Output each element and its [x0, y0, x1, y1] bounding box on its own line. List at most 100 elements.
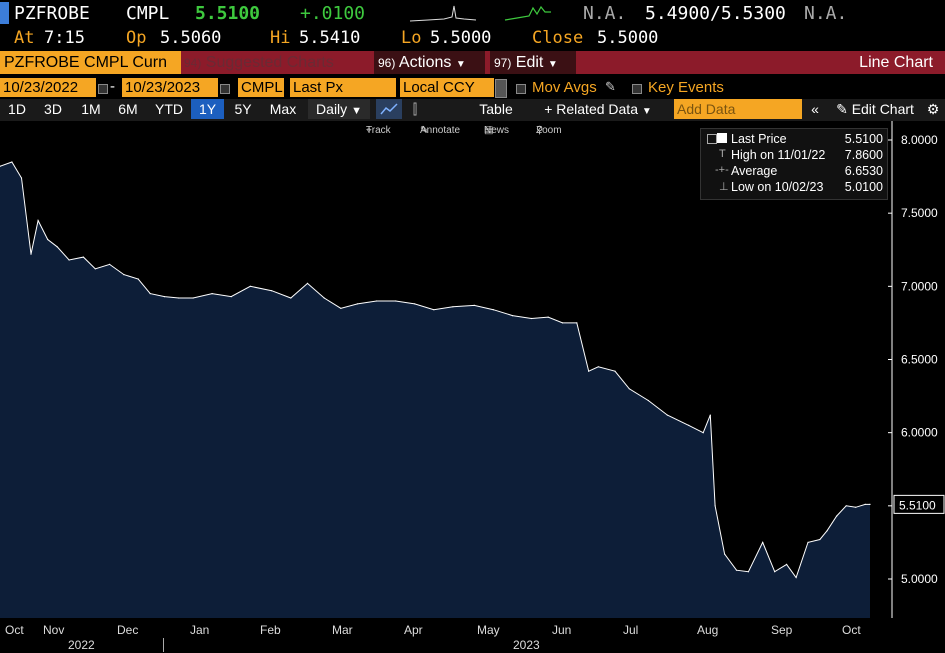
suggested-charts-number: 94)	[184, 56, 202, 70]
actions-menu[interactable]: 96) Actions ▼	[374, 51, 485, 74]
source-field[interactable]: CMPL	[238, 78, 284, 97]
period-max[interactable]: Max	[269, 101, 297, 117]
data-point	[614, 370, 616, 372]
data-point	[37, 219, 39, 222]
data-point	[795, 576, 797, 579]
data-point	[11, 161, 13, 163]
line-chart-icon[interactable]	[376, 99, 402, 119]
net-change: +.0100	[300, 3, 366, 24]
data-point	[0, 165, 1, 167]
calendar-icon[interactable]	[98, 84, 108, 94]
data-point	[826, 530, 828, 532]
edit-label: Edit	[515, 54, 544, 71]
x-tick-label: Oct	[5, 623, 24, 637]
key-events-label: Key Events	[648, 79, 724, 96]
table-button[interactable]: Table	[479, 101, 513, 117]
data-point	[597, 366, 599, 368]
data-point	[433, 309, 435, 311]
data-point	[762, 541, 764, 543]
period-1m[interactable]: 1M	[81, 101, 101, 117]
crosshair-icon: ⌖	[366, 125, 372, 136]
period-ytd[interactable]: YTD	[155, 101, 183, 117]
data-point	[306, 282, 309, 284]
data-point	[702, 432, 704, 434]
high-value: 5.5410	[299, 28, 361, 48]
data-point	[492, 309, 494, 311]
collapse-icon[interactable]: «	[811, 101, 819, 117]
frequency-dropdown[interactable]: Daily ▼	[308, 99, 370, 119]
key-events-checkbox[interactable]	[632, 84, 642, 94]
chevron-down-icon: ▼	[641, 106, 652, 117]
close-value: 5.5000	[597, 28, 659, 48]
field-selector[interactable]: Last Px	[290, 78, 396, 97]
period-6m[interactable]: 6M	[118, 101, 138, 117]
average-marker-icon: -+-	[715, 164, 729, 176]
price-area-fill	[0, 162, 870, 618]
period-3d[interactable]: 3D	[44, 101, 62, 117]
pencil-icon[interactable]: ✎	[605, 79, 616, 94]
end-date-field[interactable]: 10/23/2023	[122, 78, 218, 97]
data-point	[94, 268, 96, 270]
data-point	[178, 297, 180, 299]
range-dash: -	[110, 78, 115, 95]
calendar-icon[interactable]	[220, 84, 230, 94]
data-point	[666, 414, 669, 416]
open-value: 5.5060	[160, 28, 222, 48]
data-point	[561, 322, 564, 324]
exchange: CMPL	[126, 3, 170, 24]
start-date-field[interactable]: 10/23/2022	[0, 78, 96, 97]
data-point	[230, 296, 232, 298]
x-tick-label: Feb	[260, 623, 281, 637]
add-data-input[interactable]: Add Data	[674, 99, 802, 119]
data-point	[211, 293, 213, 295]
data-point	[356, 303, 359, 305]
actions-number: 96)	[378, 56, 396, 70]
news-icon: ▤	[484, 125, 494, 136]
y-tick-label: 6.5000	[901, 353, 938, 367]
ticker[interactable]: PZFROBE	[14, 3, 90, 24]
data-point	[290, 297, 292, 299]
gear-icon[interactable]: ⚙	[926, 101, 940, 117]
data-point	[414, 303, 416, 305]
y-axis: 8.00007.50007.00006.50006.00005.50005.00…	[888, 121, 945, 618]
related-data-dropdown[interactable]: + Related Data ▼	[538, 99, 658, 119]
mov-avgs-label: Mov Avgs	[532, 79, 597, 96]
x-tick-label: May	[477, 623, 500, 637]
x-year-label: 2023	[513, 638, 540, 652]
data-point	[137, 278, 139, 280]
x-tick-label: Nov	[43, 623, 65, 637]
x-tick-label: Jul	[623, 623, 639, 637]
data-point	[473, 304, 475, 306]
period-1y[interactable]: 1Y	[191, 99, 224, 119]
suggested-charts-button[interactable]: 94) Suggested Charts	[184, 51, 369, 74]
data-point	[819, 538, 821, 541]
data-point	[20, 177, 23, 179]
bar-chart-icon[interactable]: ⫿	[412, 101, 418, 117]
pencil-icon: ✎	[836, 101, 848, 117]
data-point	[530, 317, 533, 320]
track-label: Track	[366, 125, 391, 136]
legend-toggle[interactable]	[707, 134, 717, 144]
data-point	[123, 274, 125, 276]
related-data-label: + Related Data	[544, 101, 638, 117]
edit-menu[interactable]: 97) Edit ▼	[490, 51, 576, 74]
chart-tools: ⌖ Track ✎ Annotate ▤ News ⚲ Zoom	[0, 121, 945, 137]
legend-last-value: 5.5100	[844, 132, 883, 146]
ticker-marker	[0, 2, 9, 24]
mov-avgs-checkbox[interactable]	[516, 84, 526, 94]
chart-type-title: Line Chart	[859, 54, 933, 71]
y-tick-label: 7.5000	[901, 206, 938, 220]
edit-chart-button[interactable]: ✎ Edit Chart	[830, 99, 920, 119]
period-5y[interactable]: 5Y	[234, 101, 252, 117]
security-field[interactable]: PZFROBE CMPL Curn	[0, 51, 181, 74]
data-point	[869, 503, 871, 505]
price-chart[interactable]: 8.00007.50007.00006.50006.00005.50005.00…	[0, 121, 945, 620]
legend-low-value: 5.0100	[844, 180, 883, 194]
y-tick-label: 7.0000	[901, 279, 938, 293]
data-point	[323, 297, 325, 299]
currency-selector[interactable]: Local CCY	[400, 78, 494, 97]
chevron-down-icon[interactable]	[495, 79, 507, 98]
low-label: Lo	[401, 28, 422, 48]
y-tick-label: 6.0000	[901, 426, 938, 440]
period-1d[interactable]: 1D	[8, 101, 26, 117]
